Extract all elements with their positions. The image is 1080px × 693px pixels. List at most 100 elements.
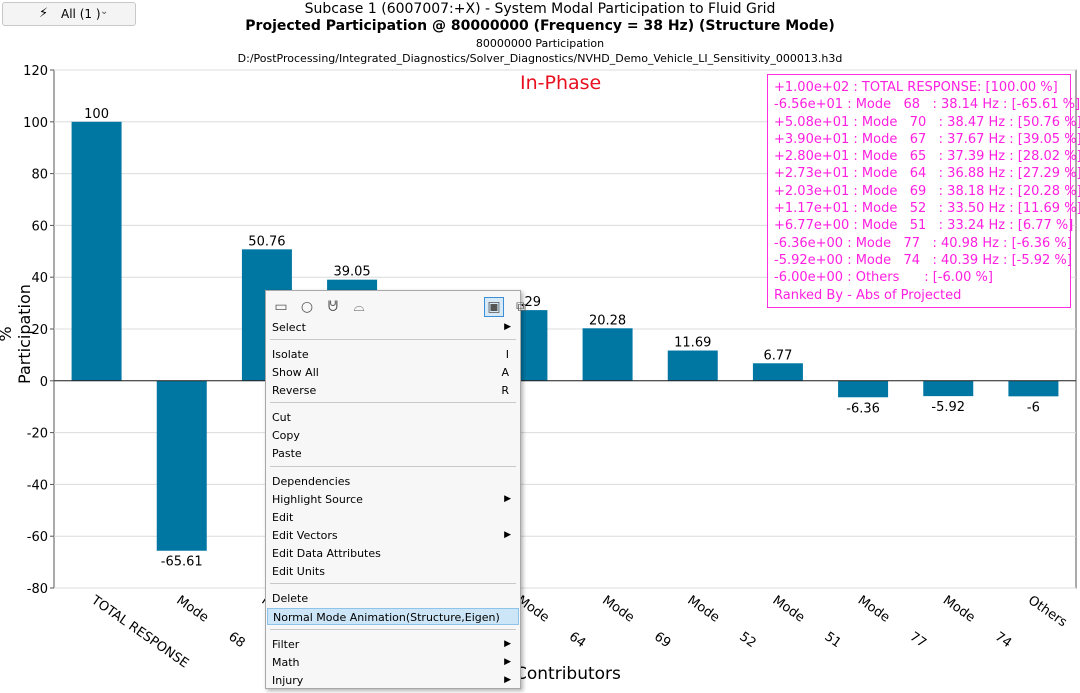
- submenu-arrow-icon: ▶: [504, 322, 511, 332]
- submenu-arrow-icon: ▶: [504, 494, 511, 504]
- x-tick-label: Mode69: [599, 593, 673, 651]
- legend-entry: +3.90e+01 : Mode 67 : 37.67 Hz : [39.05 …: [774, 131, 1080, 147]
- data-label: -5.92: [931, 400, 965, 415]
- menu-separator: [270, 339, 516, 340]
- legend-entry: -6.56e+01 : Mode 68 : 38.14 Hz : [-65.61…: [774, 97, 1080, 113]
- submenu-arrow-icon: ▶: [504, 530, 511, 540]
- y-tick-label: 0: [40, 375, 48, 390]
- in-phase-annotation: In-Phase: [520, 72, 602, 94]
- y-axis-label: % Participation: [0, 284, 34, 384]
- menu-item-shortcut: A: [501, 366, 509, 379]
- legend-entry: -5.92e+00 : Mode 74 : 40.39 Hz : [-5.92 …: [774, 252, 1072, 268]
- menu-item-label: Show All: [272, 366, 319, 379]
- chart-title: Subcase 1 (6007007:+X) - System Modal Pa…: [304, 1, 776, 17]
- y-tick-label: 20: [31, 323, 48, 338]
- menu-item-label: Edit Vectors: [272, 529, 338, 542]
- legend-entry: +2.80e+01 : Mode 65 : 37.39 Hz : [28.02 …: [774, 149, 1080, 165]
- menu-item-label: Highlight Source: [272, 493, 363, 506]
- bar: [71, 121, 122, 381]
- submenu-arrow-icon: ▶: [504, 675, 511, 685]
- bar: [752, 363, 803, 381]
- y-tick-label: 40: [31, 271, 48, 286]
- menu-item-label: Delete: [272, 592, 309, 605]
- y-tick-label: 100: [23, 116, 48, 131]
- menu-item-label: Cut: [272, 411, 291, 424]
- context-menu-toolbar: ▭ ○ ᕰ ⌓ ▣ ⧉: [272, 295, 530, 319]
- menu-item-delete[interactable]: Delete: [267, 590, 519, 607]
- legend-entry: -6.36e+00 : Mode 77 : 40.98 Hz : [-6.36 …: [774, 235, 1072, 251]
- menu-separator: [270, 629, 516, 630]
- bar: [923, 380, 974, 397]
- data-label: 20.28: [589, 313, 626, 328]
- menu-item-label: Paste: [272, 447, 302, 460]
- menu-item-label: Injury: [272, 674, 304, 687]
- file-path: D:/PostProcessing/Integrated_Diagnostics…: [237, 52, 843, 65]
- menu-item-paste[interactable]: Paste: [267, 445, 519, 462]
- menu-item-filter[interactable]: Filter ▶: [267, 636, 519, 653]
- x-tick-label: Mode68: [173, 593, 247, 651]
- data-label: 50.76: [248, 234, 285, 249]
- bar: [667, 350, 718, 381]
- legend: +1.00e+02 : TOTAL RESPONSE: [100.00 %] -6…: [767, 74, 1080, 308]
- y-tick-label: 120: [23, 64, 48, 79]
- select-overlap-icon[interactable]: ⧉: [516, 299, 526, 315]
- polygon-select-icon[interactable]: ⌓: [353, 299, 365, 315]
- menu-item-label: Edit Data Attributes: [272, 547, 381, 560]
- menu-item-dependencies[interactable]: Dependencies: [267, 473, 519, 490]
- lightning-icon: ⚡: [39, 6, 49, 21]
- select-inside-icon[interactable]: ▣: [484, 297, 504, 317]
- menu-item-edit-units[interactable]: Edit Units: [267, 563, 519, 580]
- y-tick-label: -80: [27, 582, 48, 597]
- legend-entry: +5.08e+01 : Mode 70 : 38.47 Hz : [50.76 …: [774, 114, 1080, 130]
- menu-item-cut[interactable]: Cut: [267, 409, 519, 426]
- menu-item-shortcut: I: [505, 348, 509, 361]
- x-tick-label: Mode64: [514, 593, 588, 651]
- legend-entry: +2.73e+01 : Mode 64 : 36.88 Hz : [27.29 …: [774, 166, 1080, 182]
- y-tick-label: -60: [27, 530, 48, 545]
- menu-item-reverse[interactable]: Reverse R: [267, 382, 519, 399]
- menu-item-label: Reverse: [272, 384, 317, 397]
- menu-item-label: Copy: [272, 429, 300, 442]
- menu-item-edit[interactable]: Edit: [267, 509, 519, 526]
- menu-item-isolate[interactable]: Isolate I: [267, 346, 519, 363]
- bar: [156, 380, 207, 551]
- freehand-select-icon[interactable]: ᕰ: [327, 299, 339, 315]
- data-label: -65.61: [161, 555, 203, 570]
- menu-item-label: Isolate: [272, 348, 309, 361]
- menu-item-edit-vectors[interactable]: Edit Vectors ▶: [267, 527, 519, 544]
- filter-label: All (1 ): [61, 7, 101, 21]
- x-axis-label: Contributors: [515, 664, 621, 684]
- menu-item-math[interactable]: Math ▶: [267, 654, 519, 671]
- menu-item-label: Dependencies: [272, 475, 351, 488]
- menu-item-show-all[interactable]: Show All A: [267, 364, 519, 381]
- y-tick-label: -40: [27, 478, 48, 493]
- menu-item-highlight-source[interactable]: Highlight Source ▶: [267, 491, 519, 508]
- menu-item-copy[interactable]: Copy: [267, 427, 519, 444]
- circle-select-icon[interactable]: ○: [300, 299, 314, 315]
- rectangle-select-icon[interactable]: ▭: [274, 299, 288, 315]
- menu-item-label: Filter: [272, 638, 300, 651]
- menu-item-label: Edit Units: [272, 565, 325, 578]
- submenu-arrow-icon: ▶: [504, 639, 511, 649]
- legend-entry: +1.17e+01 : Mode 52 : 33.50 Hz : [11.69 …: [774, 201, 1080, 217]
- menu-item-edit-data-attributes[interactable]: Edit Data Attributes: [267, 545, 519, 562]
- data-label: 39.05: [333, 265, 370, 280]
- bar: [838, 380, 889, 398]
- bar: [1008, 380, 1059, 397]
- data-label: 11.69: [674, 336, 711, 351]
- x-tick-label: Others: [1025, 593, 1070, 630]
- menu-item-normal-mode-animation-structure-eigen[interactable]: Normal Mode Animation(Structure,Eigen): [267, 608, 519, 625]
- chart-subtitle-2: 80000000 Participation: [475, 37, 605, 50]
- menu-item-select[interactable]: Select ▶: [267, 319, 519, 336]
- menu-item-injury[interactable]: Injury ▶: [267, 672, 519, 689]
- data-label: 6.77: [763, 348, 792, 363]
- y-tick-label: -20: [27, 427, 48, 442]
- chart-subtitle: Projected Participation @ 80000000 (Freq…: [245, 18, 835, 34]
- filter-dropdown-button[interactable]: ⚡ All (1 ) ⌄: [2, 2, 136, 26]
- data-label: -6.36: [846, 401, 880, 416]
- x-tick-label: Mode74: [940, 593, 1014, 651]
- menu-item-shortcut: R: [501, 384, 509, 397]
- menu-item-label: Select: [272, 321, 306, 334]
- x-tick-label: Mode77: [855, 593, 929, 651]
- menu-separator: [270, 466, 516, 467]
